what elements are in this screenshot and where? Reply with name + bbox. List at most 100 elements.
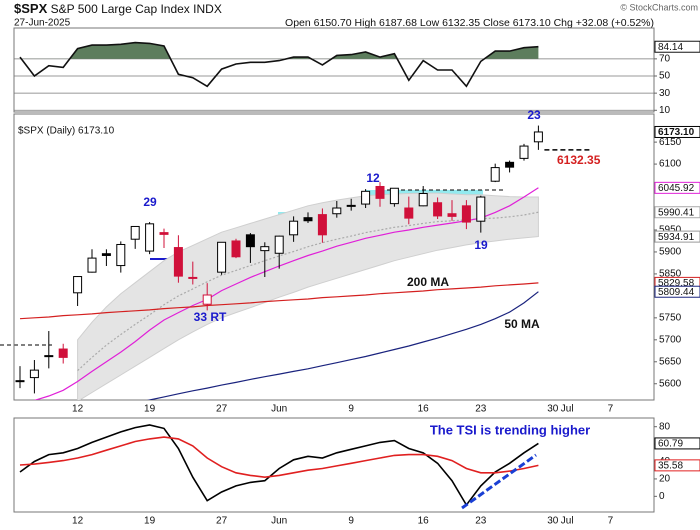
x-tick-label: 16 <box>418 516 430 527</box>
annotation: 200 MA <box>407 275 449 289</box>
x-tick-label: 30 <box>547 516 559 527</box>
x-tick-label: 19 <box>144 516 156 527</box>
x-tick-label: 9 <box>348 516 354 527</box>
value-tag-label: 35.58 <box>658 461 683 472</box>
candle-body <box>447 213 457 217</box>
y-tick-label: 0 <box>659 491 665 502</box>
candle-body <box>260 246 270 252</box>
x-tick-label: 19 <box>144 404 156 415</box>
candle-body <box>461 205 471 223</box>
candle-body <box>29 369 39 379</box>
value-tag <box>654 437 700 450</box>
candle-body <box>173 247 183 277</box>
overbought-fill <box>20 42 539 59</box>
value-tag-label: 84.14 <box>658 42 683 53</box>
candle-body <box>188 276 198 279</box>
candle-body <box>202 294 212 305</box>
y-tick-label: 10 <box>659 105 671 116</box>
candle-body <box>317 214 327 236</box>
candle-body <box>346 204 356 207</box>
value-tag-label: 6045.92 <box>658 183 695 194</box>
value-tag <box>654 230 700 243</box>
x-tick-label: 27 <box>216 404 228 415</box>
annotation: 12 <box>366 171 380 185</box>
x-tick-label: 30 <box>547 404 559 415</box>
x-tick-label: 7 <box>608 516 614 527</box>
y-tick-label: 5950 <box>659 225 682 236</box>
line-series <box>147 291 539 400</box>
index-name: S&P 500 Large Cap Index <box>51 2 190 16</box>
x-tick-label: 12 <box>72 404 84 415</box>
annotation: 33 RT <box>194 310 227 324</box>
candle-body <box>433 202 443 217</box>
candle-body <box>15 380 25 383</box>
value-tag-label: 60.79 <box>658 439 683 450</box>
annotation: 23 <box>527 108 541 122</box>
panel-frame <box>13 113 655 401</box>
x-tick-label: 7 <box>608 404 614 415</box>
value-tag-label: 5809.44 <box>658 287 695 298</box>
exchange: INDX <box>193 2 222 16</box>
value-tag-label: 5990.41 <box>658 207 695 218</box>
value-tag-label: 5934.91 <box>658 232 695 243</box>
candle-body <box>361 190 371 205</box>
y-tick-label: 6150 <box>659 137 682 148</box>
x-tick-label: Jul <box>561 516 574 527</box>
line-series <box>19 436 539 479</box>
candle-body <box>404 207 414 219</box>
y-tick-label: 30 <box>659 88 671 99</box>
y-tick-label: 80 <box>659 421 671 432</box>
value-tag <box>654 181 700 194</box>
candle-body <box>101 253 111 256</box>
candle-body <box>130 225 140 240</box>
panel-frame <box>13 417 655 513</box>
x-tick-label: Jun <box>271 516 287 527</box>
value-tag-label: 5829.58 <box>658 278 695 289</box>
candle-body <box>303 217 313 222</box>
value-tag <box>654 285 700 298</box>
x-tick-label: 16 <box>418 404 430 415</box>
x-tick-label: Jun <box>271 404 287 415</box>
candle-body <box>245 234 255 248</box>
value-tag <box>654 40 700 53</box>
candle-body <box>116 243 126 267</box>
candle-body <box>490 167 500 182</box>
candle-body <box>418 193 428 207</box>
line-series <box>19 282 539 320</box>
x-tick-label: 27 <box>216 516 228 527</box>
candle-body <box>58 348 68 358</box>
value-tag <box>654 206 700 219</box>
line-series <box>77 211 539 372</box>
value-tag-label: 6173.10 <box>658 127 695 138</box>
line-series <box>19 41 539 88</box>
x-tick-label: 23 <box>475 516 487 527</box>
y-tick-label: 5700 <box>659 334 682 345</box>
y-tick-label: 5650 <box>659 356 682 367</box>
candle-body <box>217 241 227 273</box>
symbol: $SPX <box>14 1 48 16</box>
candle-body <box>533 131 543 143</box>
value-tag <box>654 459 700 472</box>
band-area <box>77 192 539 400</box>
y-tick-label: 5900 <box>659 247 682 258</box>
candle-body <box>231 240 241 258</box>
annotation: 50 MA <box>504 317 540 331</box>
candle-body <box>73 276 83 294</box>
candle-body <box>389 187 399 205</box>
level-label: 6132.35 <box>557 153 601 167</box>
date: 27-Jun-2025 <box>14 18 71 29</box>
candle-body <box>159 232 169 235</box>
quote: Open 6150.70 High 6187.68 Low 6132.35 Cl… <box>285 17 654 29</box>
candle-body <box>519 145 529 159</box>
annotation: 19 <box>474 238 488 252</box>
candle-body <box>145 223 155 252</box>
annotation: 29 <box>143 195 157 209</box>
y-tick-label: 5850 <box>659 269 682 280</box>
y-tick-label: 5750 <box>659 312 682 323</box>
y-tick-label: 70 <box>659 53 671 64</box>
candle-body <box>87 257 97 273</box>
x-tick-label: 23 <box>475 404 487 415</box>
panel-frame <box>13 27 655 113</box>
